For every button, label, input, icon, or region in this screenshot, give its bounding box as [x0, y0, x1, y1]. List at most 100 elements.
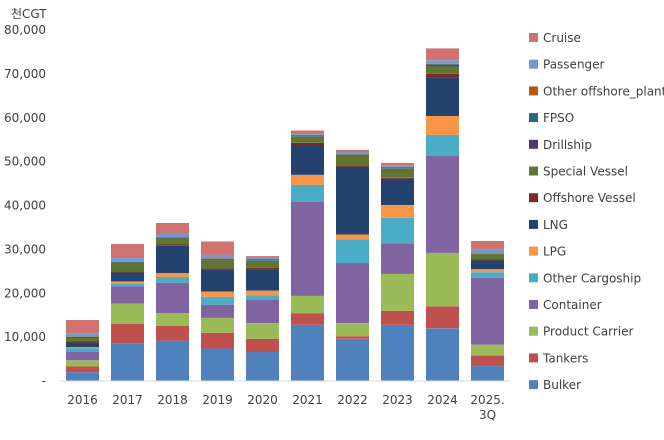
bar-segment: [381, 167, 414, 169]
bar-segment: [201, 269, 234, 292]
bar-segment: [111, 286, 144, 304]
bar-segment: [111, 303, 144, 324]
bar-segment: [381, 310, 414, 325]
bar-segment: [156, 325, 189, 341]
legend-label: Drillship: [543, 138, 592, 152]
bar-segment: [111, 272, 144, 282]
bar-segment: [156, 223, 189, 234]
bar-segment: [66, 360, 99, 367]
bar-segment: [471, 272, 504, 278]
y-tick-label: 60,000: [4, 111, 46, 125]
x-tick-label: 2024: [427, 393, 458, 407]
bar-segment: [291, 184, 324, 202]
bar-segment: [291, 133, 324, 135]
bar-segment: [246, 267, 279, 270]
y-tick-label: 40,000: [4, 199, 46, 213]
bar-segment: [336, 152, 369, 155]
bar-segment: [156, 234, 189, 238]
bar-segment: [381, 243, 414, 274]
bar-segment: [291, 142, 324, 145]
legend-label: Product Carrier: [543, 325, 633, 339]
bar-segment: [201, 260, 234, 269]
bar-segment: [246, 260, 279, 268]
y-tick-label: 10,000: [4, 330, 46, 344]
bar-segment: [201, 241, 234, 255]
legend-label: LNG: [543, 218, 568, 232]
bar-segment: [336, 263, 369, 324]
x-tick-label: 2016: [67, 393, 98, 407]
bar-segment: [381, 273, 414, 311]
x-tick-label: 2025. 3Q: [470, 393, 504, 422]
bars-area: [66, 48, 504, 381]
bar-segment: [201, 296, 234, 305]
bar-segment: [111, 258, 144, 262]
bar-segment: [156, 238, 189, 245]
bar-segment: [336, 166, 369, 167]
bar-segment: [66, 352, 99, 361]
x-tick-label: 2017: [112, 393, 143, 407]
y-axis-unit-label: 천CGT: [11, 6, 47, 21]
bar-segment: [156, 313, 189, 326]
bar-segment: [66, 347, 99, 349]
bar-segment: [201, 332, 234, 349]
legend-swatch: [529, 113, 538, 123]
legend-label: Other Cargoship: [543, 271, 641, 285]
bar-segment: [111, 244, 144, 259]
bar-segment: [336, 338, 369, 381]
bar-segment: [426, 73, 459, 78]
bar-segment: [471, 254, 504, 260]
bar-segment: [381, 205, 414, 218]
bar-segment: [66, 348, 99, 352]
bar-segment: [246, 269, 279, 291]
bar-segment: [426, 252, 459, 307]
legend-swatch: [529, 33, 538, 42]
bar-segment: [426, 116, 459, 135]
bar-segment: [246, 352, 279, 381]
bar-segment: [291, 145, 324, 175]
bar-segment: [291, 295, 324, 314]
bar-segment: [381, 324, 414, 381]
legend-swatch: [529, 273, 538, 283]
bar-segment: [111, 263, 144, 272]
bar-segment: [426, 65, 459, 67]
legend-label: Other offshore_plant: [543, 84, 664, 98]
bar-segment: [291, 313, 324, 325]
bar-segment: [471, 344, 504, 356]
bar-segment: [336, 149, 369, 152]
bar-segment: [426, 134, 459, 156]
bar-segment: [426, 64, 459, 66]
y-tick-label: 70,000: [4, 67, 46, 81]
bar-segment: [201, 317, 234, 333]
legend-swatch: [529, 246, 538, 256]
bar-segment: [471, 260, 504, 270]
bar-segment: [66, 337, 99, 338]
y-tick-label: 30,000: [4, 242, 46, 256]
bar-segment: [471, 269, 504, 273]
bar-segment: [66, 333, 99, 337]
bar-segment: [201, 304, 234, 318]
bar-segment: [246, 256, 279, 259]
x-tick-label: 2020: [247, 393, 278, 407]
legend-label: Special Vessel: [543, 165, 628, 179]
bar-segment: [201, 254, 234, 259]
bar-segment: [336, 154, 369, 156]
y-tick-label: 50,000: [4, 155, 46, 169]
legend-swatch: [529, 59, 538, 69]
legend-swatch: [529, 193, 538, 203]
bar-segment: [156, 273, 189, 277]
legend-swatch: [529, 380, 538, 390]
legend-swatch: [529, 139, 538, 149]
bar-segment: [336, 323, 369, 337]
bar-segment: [156, 245, 189, 274]
bar-segment: [66, 338, 99, 342]
bar-segment: [201, 291, 234, 297]
y-axis: - 10,000 20,000 30,000 40,000 50,000 60,000 70,…: [4, 23, 46, 388]
x-tick-label: 2019: [202, 393, 233, 407]
y-tick-label: 20,000: [4, 286, 46, 300]
legend-swatch: [529, 86, 538, 96]
bar-segment: [156, 244, 189, 246]
legend-swatch: [529, 353, 538, 363]
bar-segment: [426, 66, 459, 74]
x-tick-label: 2022: [337, 393, 368, 407]
bar-segment: [291, 135, 324, 137]
